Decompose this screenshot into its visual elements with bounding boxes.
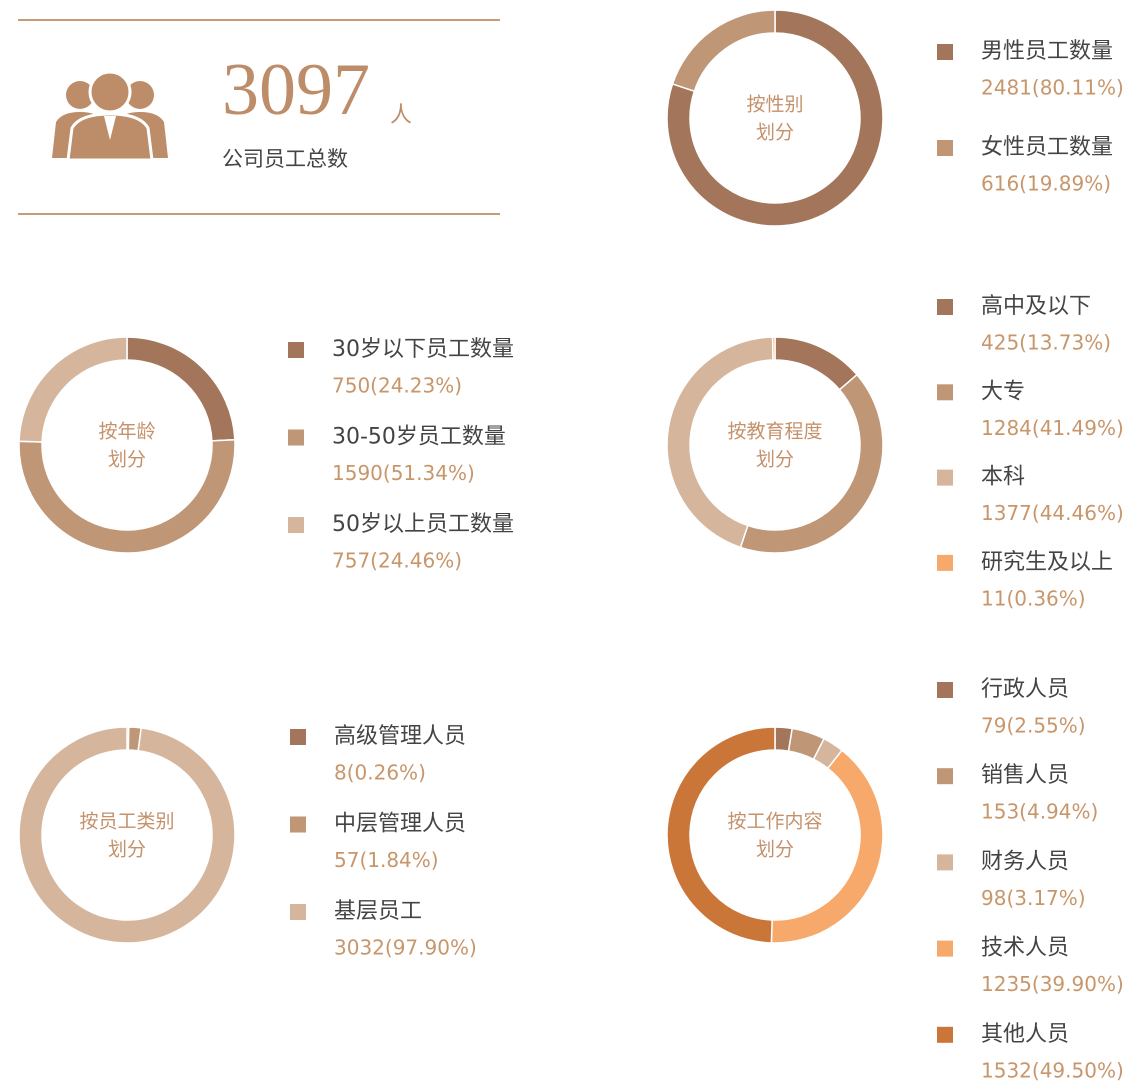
legend-label: 基层员工 — [334, 899, 422, 924]
legend-swatch — [937, 940, 953, 957]
donut-segment — [666, 726, 776, 944]
legend-value: 79(2.55%) — [981, 714, 1086, 738]
legend-swatch — [937, 384, 953, 401]
legend-label: 其他人员 — [981, 1022, 1069, 1047]
legend-label: 技术人员 — [981, 936, 1069, 961]
legend-label: 研究生及以上 — [981, 550, 1113, 575]
legend-value: 1377(44.46%) — [981, 501, 1124, 525]
legend-label: 行政人员 — [981, 677, 1069, 702]
donut-center-label: 划分 — [108, 839, 146, 861]
legend-value: 8(0.26%) — [334, 761, 426, 785]
legend-value: 11(0.36%) — [981, 586, 1086, 610]
legend-value: 750(24.23%) — [332, 374, 462, 398]
donut-segment — [18, 336, 128, 443]
legend-swatch — [937, 554, 953, 571]
donut-center-label: 按年龄 — [98, 421, 155, 443]
donut-segment — [666, 9, 884, 227]
people-icon — [52, 70, 168, 162]
legend-value: 616(19.89%) — [981, 172, 1111, 196]
legend-swatch — [937, 140, 953, 156]
legend-value: 153(4.94%) — [981, 800, 1098, 824]
donut-center-label: 按性别 — [746, 94, 803, 116]
legend-swatch — [937, 1026, 953, 1043]
legend-swatch — [937, 854, 953, 871]
donut-center-label: 划分 — [756, 449, 794, 471]
legend-label: 销售人员 — [981, 763, 1069, 788]
legend-swatch — [290, 904, 306, 920]
donut-segment — [18, 726, 236, 944]
donut-segment — [18, 438, 236, 554]
legend-value: 98(3.17%) — [981, 886, 1086, 910]
legend-swatch — [288, 342, 304, 358]
legend-swatch — [937, 682, 953, 698]
total-label: 公司员工总数 — [222, 147, 348, 171]
legend-label: 中层管理人员 — [334, 812, 466, 837]
legend-value: 57(1.84%) — [334, 848, 439, 872]
legend-label: 50岁以上员工数量 — [332, 512, 514, 537]
legend-value: 1532(49.50%) — [981, 1058, 1124, 1082]
total-unit: 人 — [390, 103, 412, 128]
legend-value: 757(24.46%) — [332, 549, 462, 573]
legend-swatch — [290, 729, 306, 745]
donut-segment — [774, 336, 859, 391]
legend-label: 本科 — [981, 465, 1025, 490]
legend-label: 高级管理人员 — [334, 724, 466, 749]
legend-label: 大专 — [981, 379, 1025, 404]
legend-value: 425(13.73%) — [981, 331, 1111, 355]
legend-label: 30-50岁员工数量 — [332, 425, 506, 450]
legend-value: 1235(39.90%) — [981, 972, 1124, 996]
legend-label: 女性员工数量 — [981, 135, 1113, 160]
legend-swatch — [288, 429, 304, 446]
donut-center-label: 按工作内容 — [727, 811, 822, 833]
donut-center-label: 按员工类别 — [79, 811, 174, 833]
donut-center-label: 按教育程度 — [727, 421, 822, 443]
donut-center-label: 划分 — [756, 839, 794, 861]
donut-center-label: 划分 — [108, 449, 146, 471]
legend-swatch — [288, 517, 304, 533]
legend-swatch — [937, 299, 953, 315]
donut-center-label: 划分 — [756, 122, 794, 144]
legend-label: 30岁以下员工数量 — [332, 337, 514, 362]
legend-value: 3032(97.90%) — [334, 936, 477, 960]
donut-segment — [771, 336, 776, 361]
legend-label: 男性员工数量 — [981, 39, 1113, 64]
total-value: 3097 — [222, 49, 370, 131]
legend-swatch — [937, 469, 953, 486]
legend-swatch — [290, 816, 306, 833]
legend-value: 1284(41.49%) — [981, 416, 1124, 440]
donut-segment — [671, 9, 776, 93]
legend-swatch — [937, 768, 953, 785]
legend-swatch — [937, 44, 953, 60]
legend-label: 财务人员 — [981, 849, 1069, 874]
legend-label: 高中及以下 — [981, 294, 1091, 319]
legend-value: 2481(80.11%) — [981, 76, 1124, 100]
legend-value: 1590(51.34%) — [332, 461, 475, 485]
